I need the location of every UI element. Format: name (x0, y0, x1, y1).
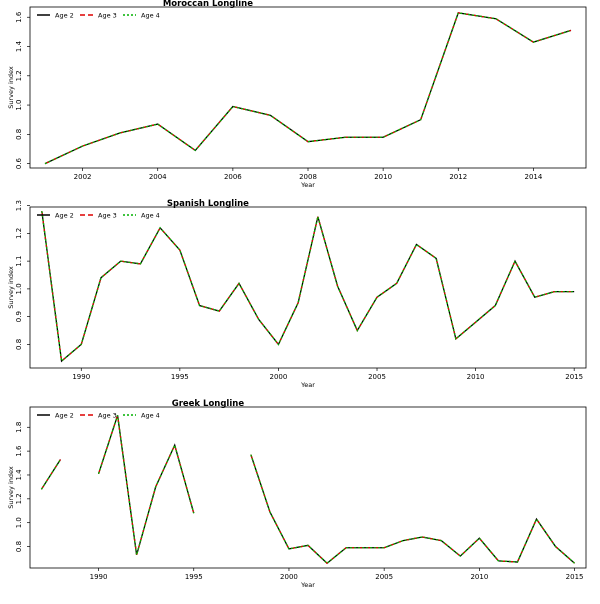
chart-panel-1: Spanish Longline 1990 1995 2000 2005 2010 2015… (7, 199, 587, 389)
legend: Age 2 Age 3 Age 4 (37, 212, 160, 220)
x-tick-label: 2010 (467, 373, 485, 381)
y-tick-label: 0.8 (15, 129, 23, 140)
x-tick-label: 2012 (449, 173, 467, 181)
x-tick-label: 1990 (72, 373, 90, 381)
x-tick-label: 2010 (374, 173, 392, 181)
y-axis-label: Survey index (7, 466, 15, 509)
chart-panel-2: Greek Longline 1990 1995 2000 2005 2010 2015 0.… (7, 399, 587, 589)
plot-frame (29, 406, 587, 569)
x-tick-label: 1995 (171, 373, 189, 381)
y-tick-label: 1.0 (15, 99, 23, 110)
legend: Age 2 Age 3 Age 4 (37, 412, 160, 420)
x-tick-label: 2010 (470, 573, 488, 581)
y-tick-label: 1.6 (15, 445, 23, 457)
x-tick-label: 2000 (280, 573, 298, 581)
series-line-age-3 (40, 415, 576, 565)
y-tick-label: 0.8 (15, 339, 23, 350)
legend-label: Age 4 (141, 12, 160, 20)
series-line-age-4 (40, 415, 576, 565)
x-tick-label: 1995 (185, 573, 203, 581)
y-tick-label: 1.1 (15, 256, 23, 267)
x-tick-label: 2004 (149, 173, 167, 181)
series-line-age-2 (41, 211, 575, 363)
y-tick-label: 0.9 (15, 311, 23, 322)
y-tick-label: 0.6 (15, 158, 23, 170)
x-tick-label: 2014 (524, 173, 542, 181)
y-tick-label: 1.0 (15, 283, 23, 294)
series-line-age-2 (40, 415, 576, 565)
legend-label: Age 2 (55, 212, 74, 220)
y-tick-label: 1.2 (15, 70, 23, 81)
x-tick-label: 2015 (566, 573, 584, 581)
x-tick-label: 2005 (375, 573, 393, 581)
legend-label: Age 4 (141, 412, 160, 420)
plot-frame (29, 6, 587, 169)
x-axis-label: Year (300, 381, 315, 389)
chart-title: Greek Longline (172, 399, 245, 409)
chart-title: Spanish Longline (167, 199, 249, 209)
legend-label: Age 3 (98, 12, 117, 20)
legend-label: Age 3 (98, 212, 117, 220)
x-axis-label: Year (300, 581, 315, 589)
y-tick-label: 1.6 (15, 11, 23, 23)
x-tick-label: 2008 (299, 173, 317, 181)
plot-frame (29, 206, 587, 369)
y-tick-label: 1.4 (15, 469, 23, 481)
series-line-age-3 (44, 12, 572, 165)
chart-panel-0: Moroccan Longline 2002 2004 2006 2008 2010 201… (7, 0, 587, 189)
x-tick-label: 2002 (74, 173, 92, 181)
y-tick-label: 1.2 (15, 228, 23, 239)
x-tick-label: 2015 (565, 373, 583, 381)
y-tick-label: 1.3 (15, 200, 23, 211)
y-axis-label: Survey index (7, 266, 15, 309)
x-axis-label: Year (300, 181, 315, 189)
legend-label: Age 4 (141, 212, 160, 220)
x-tick-label: 2000 (270, 373, 288, 381)
legend-label: Age 3 (98, 412, 117, 420)
legend-label: Age 2 (55, 12, 74, 20)
x-tick-label: 1990 (90, 573, 108, 581)
y-tick-label: 1.0 (15, 517, 23, 528)
y-tick-label: 0.8 (15, 541, 23, 552)
y-tick-label: 1.4 (15, 40, 23, 52)
y-tick-label: 1.2 (15, 493, 23, 504)
legend: Age 2 Age 3 Age 4 (37, 12, 160, 20)
y-axis-label: Survey index (7, 66, 15, 109)
x-tick-label: 2005 (368, 373, 386, 381)
legend-label: Age 2 (55, 412, 74, 420)
y-tick-label: 1.8 (15, 422, 23, 433)
series-line-age-4 (44, 12, 572, 165)
chart-title: Moroccan Longline (163, 0, 253, 9)
series-line-age-4 (41, 211, 575, 363)
x-tick-label: 2006 (224, 173, 242, 181)
series-line-age-3 (41, 211, 575, 363)
